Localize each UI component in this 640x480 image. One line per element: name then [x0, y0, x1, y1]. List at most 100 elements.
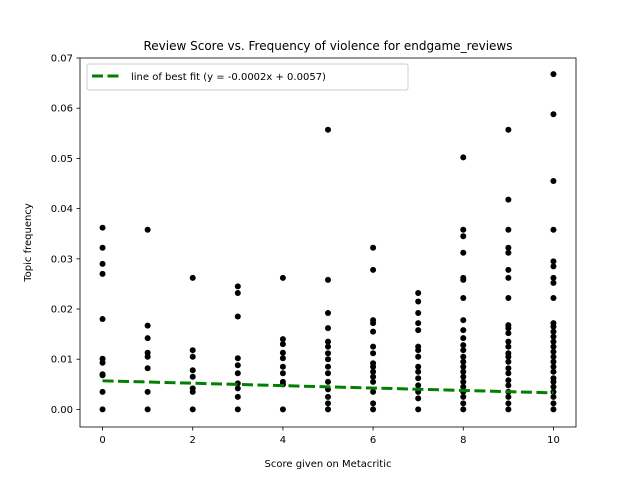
data-point [189, 406, 196, 413]
data-point [189, 367, 196, 374]
data-point [460, 249, 467, 256]
x-axis-label: Score given on Metacritic [265, 459, 392, 470]
data-point [234, 370, 241, 377]
data-point [505, 338, 512, 345]
data-point [325, 276, 331, 283]
data-point [415, 353, 422, 360]
data-point [370, 400, 377, 407]
data-point [550, 71, 557, 78]
data-point [505, 322, 512, 329]
data-point [325, 400, 331, 407]
data-point [415, 298, 422, 305]
data-point [550, 353, 557, 360]
data-point [550, 111, 557, 118]
data-point [370, 244, 377, 251]
data-point [144, 322, 151, 329]
data-point [99, 244, 106, 251]
data-point [505, 343, 512, 350]
data-point [505, 350, 512, 357]
data-point [505, 382, 512, 389]
data-point [550, 393, 557, 400]
data-point [505, 226, 512, 233]
data-point [279, 336, 286, 343]
data-point [144, 365, 151, 372]
data-point [325, 370, 331, 377]
data-point [144, 226, 151, 233]
data-point [415, 327, 422, 334]
data-point [234, 355, 241, 362]
y-axis-ticks: 0.00 0.01 0.02 0.03 0.04 0.05 0.06 0.07 [51, 54, 80, 416]
data-point [370, 266, 377, 273]
data-point [505, 400, 512, 407]
data-point [550, 263, 557, 270]
legend-box [86, 63, 409, 91]
data-point [279, 363, 286, 370]
data-point [415, 343, 422, 350]
data-point [370, 388, 377, 395]
data-point [370, 350, 377, 357]
data-point [189, 353, 196, 360]
data-point [505, 370, 512, 377]
data-point [234, 283, 241, 290]
data-point [460, 342, 467, 349]
data-point [505, 330, 512, 337]
data-point [234, 406, 241, 413]
data-point [550, 279, 557, 286]
data-point [279, 355, 286, 362]
y-tick-label: 0.06 [51, 104, 73, 115]
data-point [370, 406, 377, 413]
x-tick-label: 6 [370, 435, 376, 446]
data-point [279, 349, 286, 356]
data-point [279, 274, 286, 281]
data-point [370, 378, 377, 385]
data-point [550, 258, 557, 265]
data-point [460, 335, 467, 342]
data-point [325, 343, 331, 350]
data-point [460, 233, 467, 240]
data-point [144, 406, 151, 413]
data-point [460, 406, 467, 413]
data-point [460, 154, 467, 161]
legend: line of best fit (y = -0.0002x + 0.0057) [86, 63, 409, 91]
data-point [415, 320, 422, 327]
x-tick-label: 8 [460, 435, 466, 446]
data-point [99, 371, 106, 378]
data-point [505, 274, 512, 281]
data-point [325, 363, 331, 370]
data-point [460, 393, 467, 400]
x-tick-label: 2 [190, 435, 196, 446]
data-point [325, 356, 331, 363]
data-point [415, 375, 422, 382]
data-point [189, 347, 196, 354]
data-point [189, 274, 196, 281]
data-point [144, 349, 151, 356]
y-axis-label: Topic frequency [23, 203, 34, 283]
data-point [505, 249, 512, 256]
data-point [325, 126, 331, 133]
data-point [550, 358, 557, 365]
x-tick-label: 4 [280, 435, 286, 446]
data-point [550, 320, 557, 327]
data-point [234, 393, 241, 400]
data-point [325, 378, 331, 385]
legend-label: line of best fit (y = -0.0002x + 0.0057) [131, 72, 326, 83]
data-point [325, 406, 331, 413]
data-point [234, 289, 241, 296]
data-point [415, 363, 422, 370]
data-point [505, 126, 512, 133]
data-point [189, 385, 196, 392]
data-point [99, 355, 106, 362]
data-point [325, 338, 331, 345]
data-point [99, 270, 106, 277]
data-point [415, 368, 422, 375]
data-point [279, 406, 286, 413]
data-point [550, 333, 557, 340]
data-point [505, 294, 512, 301]
data-point [370, 360, 377, 367]
y-tick-label: 0.05 [51, 154, 73, 165]
data-point [460, 327, 467, 334]
data-point [550, 343, 557, 350]
chart-title: Review Score vs. Frequency of violence f… [143, 39, 512, 53]
data-point [505, 365, 512, 372]
